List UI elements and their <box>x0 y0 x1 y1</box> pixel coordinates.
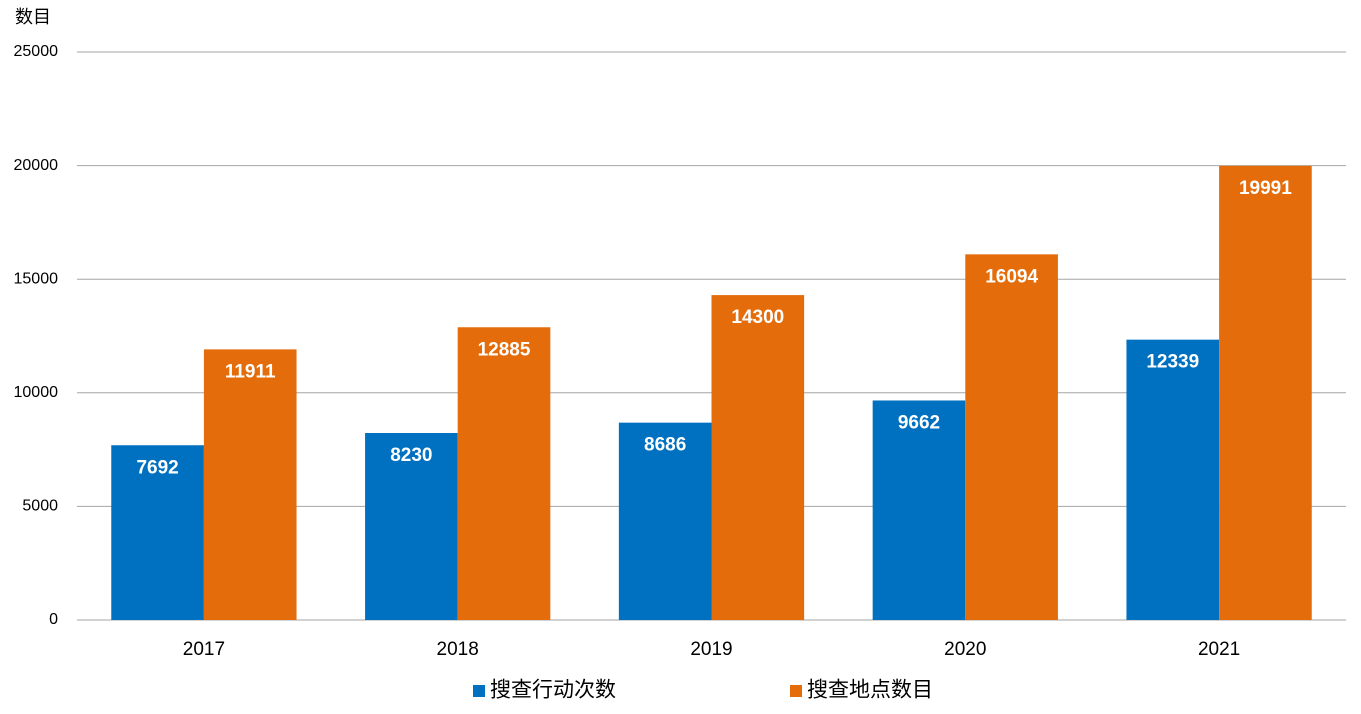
bar <box>872 400 966 620</box>
bar <box>711 295 805 620</box>
x-tick-label: 2021 <box>1198 639 1240 660</box>
y-tick-label: 10000 <box>14 384 59 401</box>
y-tick-label: 15000 <box>14 270 59 287</box>
legend-label: 搜查行动次数 <box>490 679 616 702</box>
legend-swatch <box>790 685 802 697</box>
bar <box>457 327 551 620</box>
data-label: 11911 <box>225 361 276 382</box>
bar <box>965 254 1058 621</box>
legend-swatch <box>473 685 485 697</box>
data-label: 9662 <box>898 412 940 433</box>
legend-label: 搜查地点数目 <box>807 679 933 702</box>
x-tick-label: 2018 <box>437 639 479 660</box>
x-tick-label: 2019 <box>690 639 732 660</box>
y-tick-label: 20000 <box>14 157 59 174</box>
y-tick-label: 0 <box>49 611 58 628</box>
bar <box>203 349 297 620</box>
data-label: 16094 <box>985 266 1038 287</box>
bar <box>1219 165 1312 620</box>
bar <box>365 433 458 620</box>
bar <box>111 445 204 620</box>
data-label: 14300 <box>731 307 784 328</box>
data-label: 19991 <box>1239 178 1292 199</box>
x-tick-label: 2017 <box>183 639 225 660</box>
x-tick-label: 2020 <box>944 639 986 660</box>
data-label: 12885 <box>478 339 531 360</box>
bar <box>1126 339 1220 620</box>
data-label: 7692 <box>136 457 178 478</box>
bar <box>618 422 712 620</box>
y-tick-label: 25000 <box>14 43 59 60</box>
data-label: 8686 <box>644 435 686 456</box>
data-label: 8230 <box>390 445 432 466</box>
data-label: 12339 <box>1146 352 1199 373</box>
y-tick-label: 5000 <box>22 498 58 515</box>
y-axis-label: 数目 <box>15 7 51 27</box>
